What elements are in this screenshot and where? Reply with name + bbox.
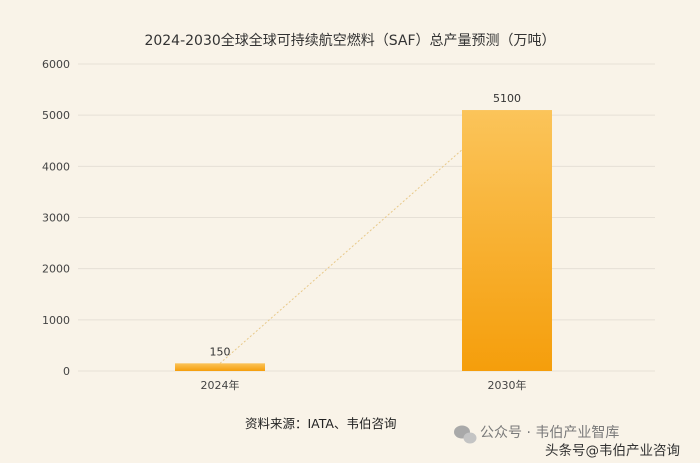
watermark-text-2: 头条号@韦伯产业咨询 <box>545 442 680 459</box>
watermark-text: 公众号 · 韦伯产业智库 <box>480 425 619 441</box>
y-tick-label: 1000 <box>42 314 70 327</box>
y-tick-label: 0 <box>63 365 70 378</box>
grid-lines <box>78 63 655 372</box>
wechat-icon <box>454 425 477 444</box>
y-axis-ticks: 0 1000 2000 3000 4000 5000 6000 <box>42 58 70 378</box>
y-tick-label: 4000 <box>42 160 70 173</box>
data-label-layer: 150 5100 <box>210 92 522 358</box>
x-axis-ticks: 2024年 2030年 <box>201 378 527 392</box>
y-tick-label: 5000 <box>42 109 70 122</box>
chart-title: 2024-2030全球全球可持续航空燃料（SAF）总产量预测（万吨） <box>144 32 555 49</box>
bar <box>175 363 265 371</box>
y-tick-label: 2000 <box>42 263 70 276</box>
y-tick-label: 6000 <box>42 58 70 71</box>
data-label: 5100 <box>493 92 521 105</box>
y-tick-label: 3000 <box>42 212 70 225</box>
data-label: 150 <box>210 345 231 358</box>
bar <box>462 110 552 372</box>
bar-layer <box>175 110 552 372</box>
x-tick-label: 2024年 <box>201 378 240 392</box>
source-note: 资料来源：IATA、韦伯咨询 <box>245 416 396 431</box>
x-tick-label: 2030年 <box>488 378 527 392</box>
